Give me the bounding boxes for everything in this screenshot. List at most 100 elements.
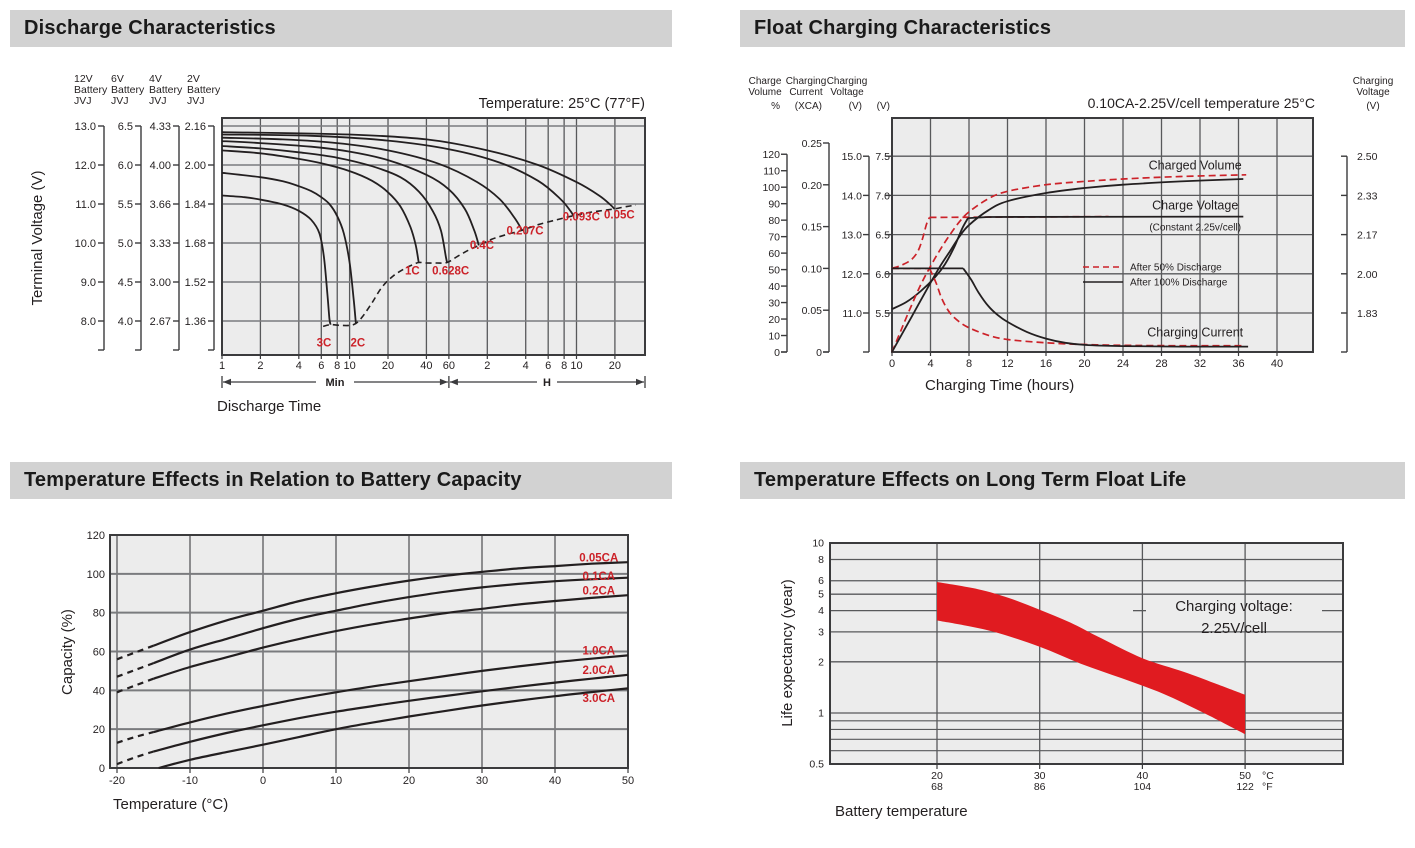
series-label-0.2CA: 0.2CA — [582, 585, 615, 597]
axis-tick-label: 0.10 — [802, 263, 823, 275]
y-tick-label: 1 — [818, 708, 824, 720]
scale-tick-label: 6.5 — [118, 121, 133, 133]
axis-tick-label: 2.17 — [1357, 230, 1378, 242]
x-tick-label: 0 — [260, 775, 266, 787]
axis-header: Voltage — [1356, 87, 1390, 98]
scale-tick-label: 4.5 — [118, 277, 133, 289]
scale-tick-label: 8.0 — [81, 316, 96, 328]
x-tick-label: 40 — [420, 360, 432, 372]
y-tick-label: 3 — [818, 626, 824, 638]
x-tick-label: 4 — [296, 360, 302, 372]
axis-tick-label: 5.5 — [875, 308, 890, 320]
x-tick-label: 12 — [1001, 358, 1013, 370]
axis-header: Charging — [1353, 76, 1394, 87]
scale-tick-label: 6.0 — [118, 160, 133, 172]
axis-tick-label: 0.05 — [802, 305, 823, 317]
curve-0.4C — [221, 140, 480, 246]
x-tick-label-f: 104 — [1134, 781, 1152, 793]
axis-unit: (XCA) — [795, 101, 822, 112]
axis-unit: (V) — [1366, 101, 1379, 112]
series-label-3.0CA: 3.0CA — [582, 693, 615, 705]
series-label-0.207C: 0.207C — [506, 225, 543, 237]
axis-tick-label: 40 — [768, 281, 780, 293]
legend-label: After 50% Discharge — [1130, 263, 1222, 274]
panel-discharge-characteristics: 12V Battery JVJ 13.0 12.0 11.0 10.0 9.0 8.0 6V Bat… — [10, 10, 672, 455]
scale-header: Battery — [74, 84, 108, 96]
section-title-float-life: Temperature Effects on Long Term Float L… — [740, 462, 1405, 499]
axis-tick-label: 6.0 — [875, 269, 890, 281]
x-tick-label-f: 68 — [931, 781, 943, 793]
scale-tick-label: 2.16 — [185, 121, 206, 133]
axis-tick-label: 13.0 — [842, 230, 863, 242]
axis-header: Charging — [827, 76, 868, 87]
x-tick-label: -10 — [182, 775, 198, 787]
arrow-head — [449, 378, 458, 386]
x-tick-label: 6 — [545, 360, 551, 372]
axis-unit: (V) — [877, 101, 890, 112]
x-tick-label-c: 30 — [1034, 770, 1046, 782]
y-tick-label: 4 — [818, 605, 824, 617]
x-tick-label: 40 — [1271, 358, 1283, 370]
x-tick-label: 2 — [484, 360, 490, 372]
curve-charge-voltage-after-100pct — [967, 215, 1244, 219]
x-tick-label-f: 122 — [1236, 781, 1254, 793]
axis-tick-label: 6.5 — [875, 230, 890, 242]
curve-label: (Constant 2.25v/cell) — [1149, 223, 1241, 234]
scale-tick-label: 3.33 — [150, 238, 171, 250]
curve-3C — [221, 194, 332, 325]
axis-tick-label: 0 — [774, 347, 780, 359]
x-axis-title: Temperature (°C) — [113, 796, 228, 813]
x-tick-label: 16 — [1040, 358, 1052, 370]
axis-tick-label: 2.50 — [1357, 151, 1378, 163]
axis-tick-label: 20 — [768, 314, 780, 326]
y-tick-label: 80 — [93, 608, 105, 620]
series-label-0.05C: 0.05C — [604, 209, 635, 221]
axis-tick-label: 1.83 — [1357, 308, 1378, 320]
curve-charging-current-after-50pct — [928, 268, 1244, 347]
y-tick-label: 20 — [93, 724, 105, 736]
x-tick-label: 20 — [403, 775, 415, 787]
x-tick-label-f: 86 — [1034, 781, 1046, 793]
curve-0.05C — [221, 131, 616, 210]
section-title-discharge: Discharge Characteristics — [10, 10, 672, 47]
series-label-0.05CA: 0.05CA — [579, 552, 618, 564]
axis-header: Charging — [786, 76, 827, 87]
series-label-3C: 3C — [317, 337, 332, 349]
axis-tick-label: 7.0 — [875, 190, 890, 202]
scale-header: Battery — [187, 84, 221, 96]
x-tick-label: 20 — [1078, 358, 1090, 370]
axis-tick-label: 110 — [763, 166, 780, 178]
scale-header: JVJ — [187, 95, 205, 107]
arrow-head — [223, 378, 231, 386]
scale-tick-label: 5.5 — [118, 199, 133, 211]
chart-annotation-line2: 2.25V/cell — [1201, 620, 1267, 637]
panel-float-life: 10 8 6 5 4 3 2 1 0.5 20 68 30 86 40 104 50 122 °C °F Batter… — [740, 462, 1405, 842]
curve-2.0CA — [153, 673, 629, 753]
axis-tick-label: 14.0 — [842, 190, 863, 202]
plot-border — [221, 117, 646, 356]
scale-tick-label: 13.0 — [75, 121, 96, 133]
scale-tick-label: 11.0 — [75, 199, 96, 211]
scale-header: Battery — [149, 84, 183, 96]
series-label-0.093C: 0.093C — [563, 212, 600, 224]
series-label-2.0CA: 2.0CA — [582, 665, 615, 677]
cutoff-voltage-line — [322, 204, 636, 328]
axis-header: Volume — [748, 87, 782, 98]
curve-charge-voltage-after-100pct — [891, 217, 969, 310]
x-tick-label: 2 — [257, 360, 263, 372]
scale-header: 12V — [74, 73, 93, 85]
scale-tick-label: 2.00 — [185, 160, 206, 172]
axis-tick-label: 90 — [768, 199, 780, 211]
series-label-0.628C: 0.628C — [432, 265, 469, 277]
y-tick-label: 60 — [93, 646, 105, 658]
x-tick-label: 10 — [330, 775, 342, 787]
axis-unit: % — [771, 101, 780, 112]
curve-0.093C — [221, 133, 575, 217]
x-tick-label: 10 — [570, 360, 582, 372]
scale-header: Battery — [111, 84, 145, 96]
series-label-1C: 1C — [405, 265, 420, 277]
scale-tick-label: 3.66 — [150, 199, 171, 211]
scale-tick-label: 4.00 — [150, 160, 171, 172]
x-tick-label: 6 — [318, 360, 324, 372]
